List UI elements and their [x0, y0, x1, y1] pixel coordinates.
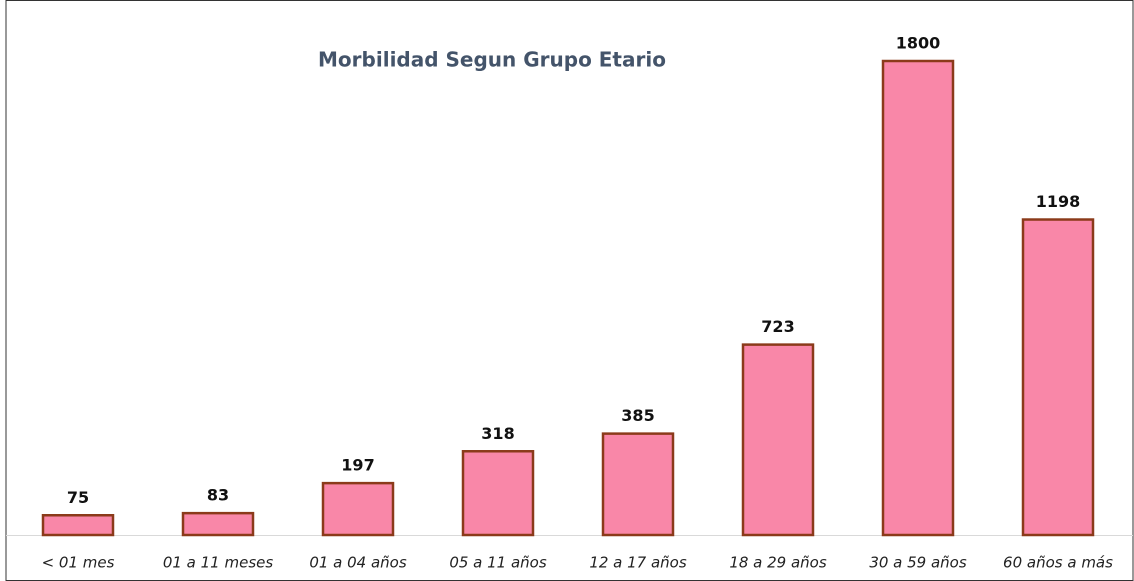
data-label: 723 — [761, 317, 794, 336]
chart-border — [5, 0, 1134, 581]
data-label: 197 — [341, 456, 374, 475]
bar — [461, 450, 535, 537]
data-label: 83 — [207, 486, 229, 505]
bar — [321, 481, 395, 537]
x-tick-label: 60 años a más — [1003, 554, 1113, 572]
x-tick-label: 05 a 11 años — [449, 554, 547, 572]
data-label: 385 — [621, 406, 654, 425]
data-label: 75 — [67, 488, 89, 507]
bar — [741, 343, 815, 537]
bar — [41, 514, 115, 537]
chart-title: Morbilidad Segun Grupo Etario — [318, 48, 666, 72]
x-tick-label: 01 a 04 años — [309, 554, 407, 572]
x-tick-label: < 01 mes — [42, 554, 115, 572]
bar — [1021, 218, 1095, 537]
x-tick-label: 01 a 11 meses — [163, 554, 274, 572]
bar — [881, 59, 955, 537]
x-tick-label: 30 a 59 años — [869, 554, 967, 572]
data-label: 318 — [481, 424, 514, 443]
bar — [601, 432, 675, 537]
data-label: 1800 — [896, 34, 941, 53]
bar — [181, 511, 255, 537]
x-tick-label: 12 a 17 años — [589, 554, 687, 572]
data-label: 1198 — [1036, 192, 1081, 211]
x-tick-label: 18 a 29 años — [729, 554, 827, 572]
